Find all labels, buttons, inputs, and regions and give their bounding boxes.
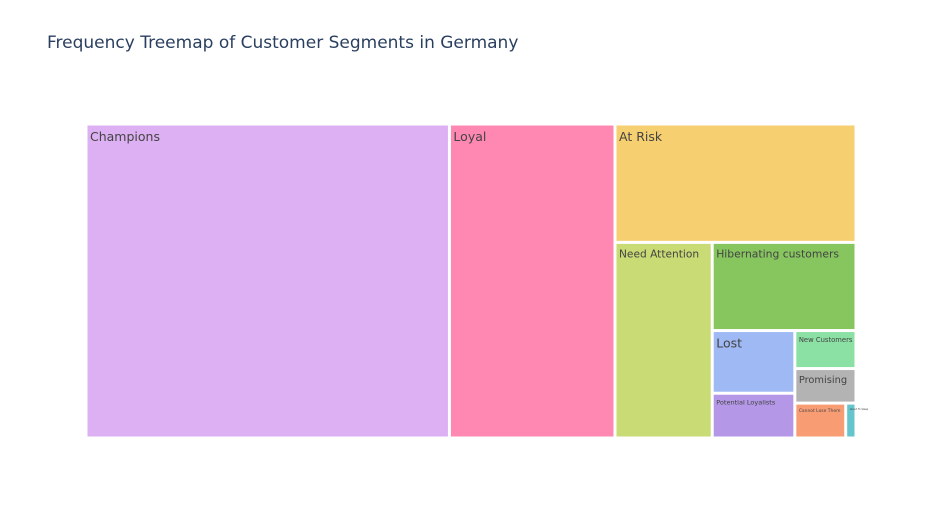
tile-label-hibernating-customers: Hibernating customers xyxy=(716,248,839,261)
tile-label-about-to-sleep: About To Sleep xyxy=(850,407,869,411)
tile-rect-need-attention[interactable] xyxy=(616,243,711,437)
tile-label-new-customers: New Customers xyxy=(799,336,853,344)
tile-rect-cannot-lose-them[interactable] xyxy=(796,404,845,437)
tile-label-need-attention: Need Attention xyxy=(619,247,699,260)
tile-rect-loyal[interactable] xyxy=(450,125,614,437)
tile-label-lost: Lost xyxy=(716,336,742,351)
tile-label-potential-loyalists: Potential Loyalists xyxy=(716,398,776,406)
tile-potential-loyalists[interactable]: Potential Loyalists xyxy=(713,394,794,437)
tile-rect-champions[interactable] xyxy=(87,125,448,437)
tile-rect-hibernating-customers[interactable] xyxy=(713,243,855,330)
tile-rect-about-to-sleep[interactable] xyxy=(847,404,855,437)
tile-at-risk[interactable]: At Risk xyxy=(616,125,855,241)
tile-rect-potential-loyalists[interactable] xyxy=(713,394,794,437)
tile-loyal[interactable]: Loyal xyxy=(450,125,614,437)
tile-need-attention[interactable]: Need Attention xyxy=(616,243,711,437)
tile-champions[interactable]: Champions xyxy=(87,125,448,437)
tile-rect-at-risk[interactable] xyxy=(616,125,855,241)
tile-label-loyal: Loyal xyxy=(453,129,486,144)
tile-cannot-lose-them[interactable]: Cannot Lose Them xyxy=(796,404,845,437)
tile-label-cannot-lose-them: Cannot Lose Them xyxy=(799,408,841,414)
tile-label-at-risk: At Risk xyxy=(619,129,663,144)
tile-label-promising: Promising xyxy=(799,375,847,386)
tile-promising[interactable]: Promising xyxy=(796,370,855,402)
tile-lost[interactable]: Lost xyxy=(713,332,794,392)
tile-rect-lost[interactable] xyxy=(713,332,794,392)
tile-rect-new-customers[interactable] xyxy=(796,332,855,368)
tile-about-to-sleep[interactable]: About To Sleep xyxy=(847,404,869,437)
chart-title: Frequency Treemap of Customer Segments i… xyxy=(47,33,519,53)
tile-rect-promising[interactable] xyxy=(796,370,855,402)
tile-hibernating-customers[interactable]: Hibernating customers xyxy=(713,243,855,330)
tile-new-customers[interactable]: New Customers xyxy=(796,332,855,368)
tile-label-champions: Champions xyxy=(90,129,160,144)
